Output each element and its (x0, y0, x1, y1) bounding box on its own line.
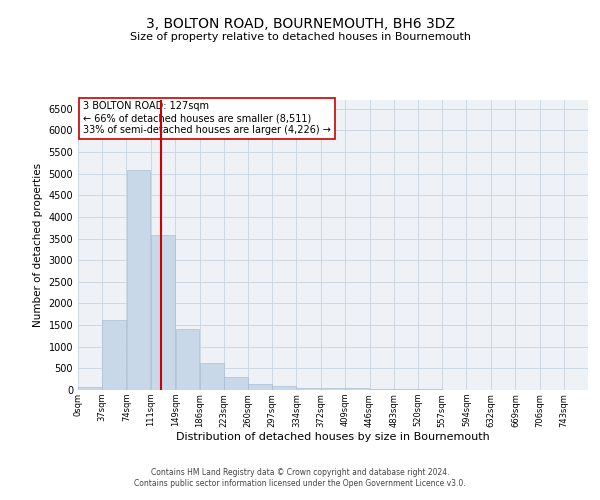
Text: 3 BOLTON ROAD: 127sqm
← 66% of detached houses are smaller (8,511)
33% of semi-d: 3 BOLTON ROAD: 127sqm ← 66% of detached … (83, 102, 331, 134)
Bar (176, 330, 199, 390)
Text: Size of property relative to detached houses in Bournemouth: Size of property relative to detached ho… (130, 32, 470, 42)
Bar (296, 388, 320, 390)
X-axis label: Distribution of detached houses by size in Bournemouth: Distribution of detached houses by size … (176, 432, 490, 442)
Bar (272, 386, 296, 390)
Bar (394, 389, 418, 390)
Bar (346, 388, 370, 390)
Bar (127, 170, 151, 390)
Bar (103, 320, 126, 390)
Text: 3, BOLTON ROAD, BOURNEMOUTH, BH6 3DZ: 3, BOLTON ROAD, BOURNEMOUTH, BH6 3DZ (146, 18, 455, 32)
Bar (248, 384, 272, 390)
Bar (151, 236, 175, 390)
Bar (370, 388, 394, 390)
Bar (200, 364, 224, 390)
Text: Contains HM Land Registry data © Crown copyright and database right 2024.
Contai: Contains HM Land Registry data © Crown c… (134, 468, 466, 487)
Bar (78, 387, 102, 390)
Bar (322, 388, 345, 390)
Y-axis label: Number of detached properties: Number of detached properties (33, 163, 43, 327)
Bar (224, 377, 248, 390)
